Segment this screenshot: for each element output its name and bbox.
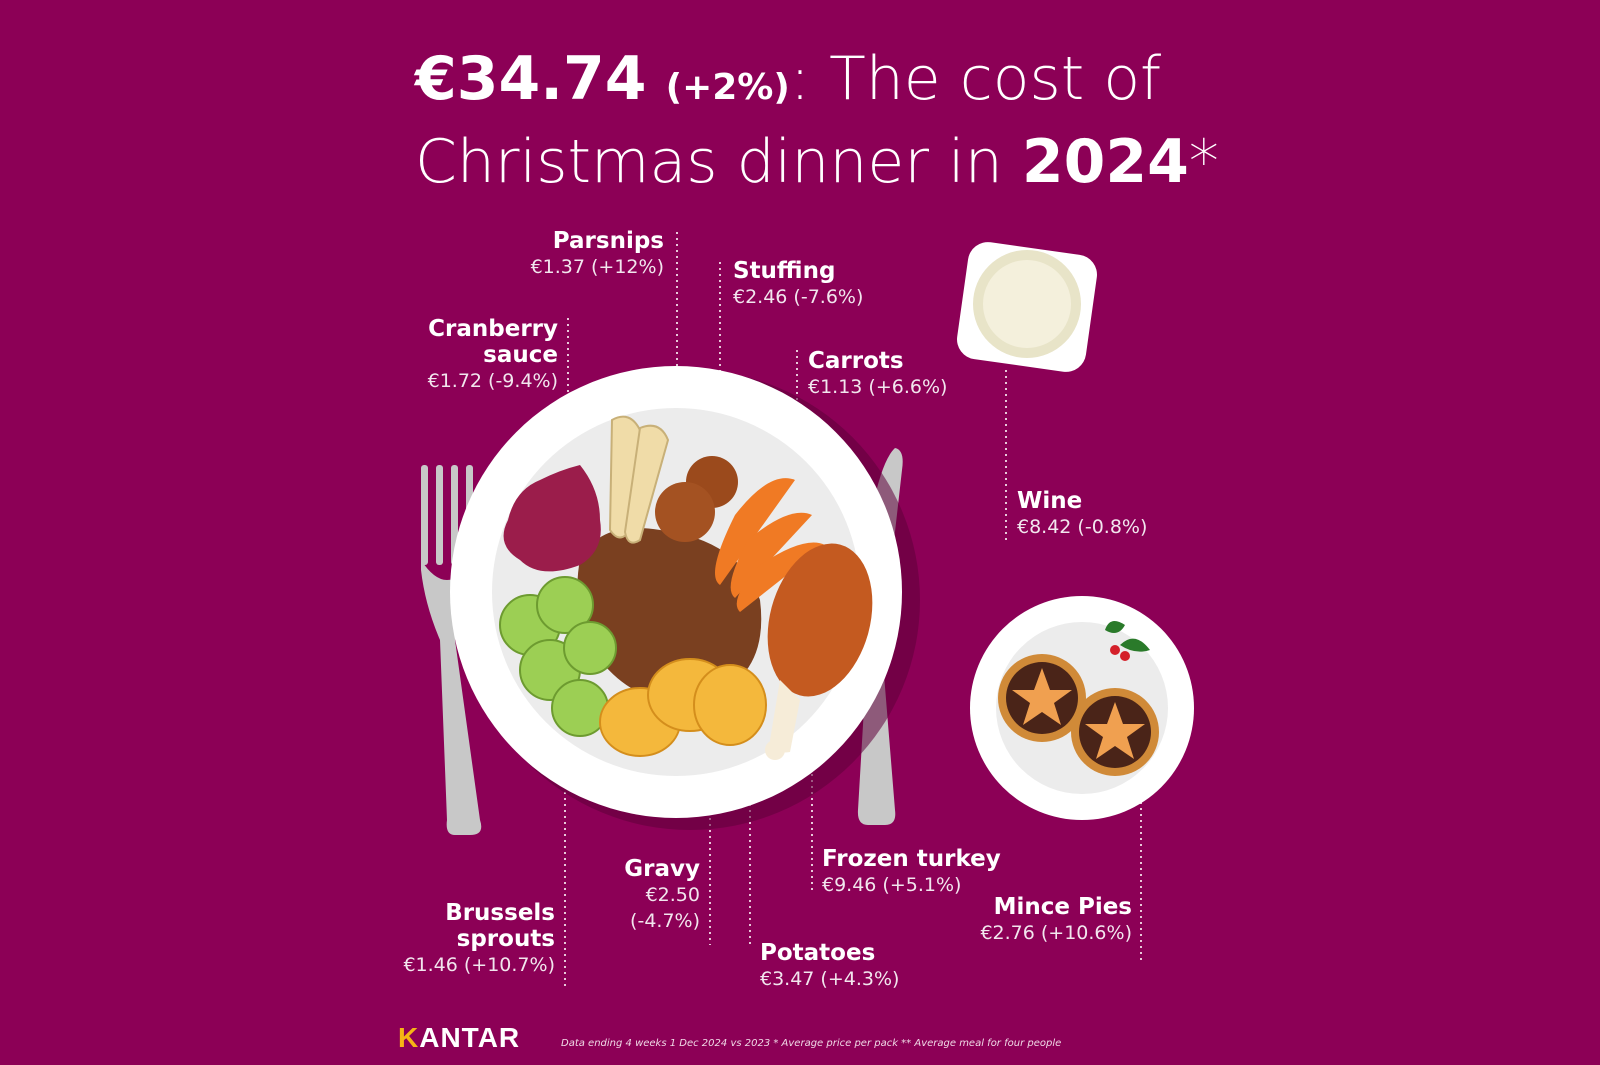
frozen-turkey-value: €9.46 (+5.1%) xyxy=(822,874,962,896)
label-carrots: Carrots €1.13 (+6.6%) xyxy=(808,348,1008,400)
wine-name: Wine xyxy=(1017,488,1083,514)
label-potatoes: Potatoes €3.47 (+4.3%) xyxy=(760,940,960,992)
logo-rest: ANTAR xyxy=(419,1022,521,1053)
title-colon: : The cost of xyxy=(789,44,1162,114)
label-cranberry-sauce: Cranberry sauce €1.72 (-9.4%) xyxy=(390,316,558,394)
parsnips-name: Parsnips xyxy=(552,228,664,254)
logo-k: K xyxy=(398,1022,420,1053)
potatoes-icon xyxy=(599,658,767,757)
carrots-name: Carrots xyxy=(808,348,904,374)
stuffing-icon xyxy=(655,456,738,542)
title-amount: €34.74 xyxy=(415,44,647,114)
label-wine: Wine €8.42 (-0.8%) xyxy=(1017,488,1217,540)
label-brussels-sprouts: Brussels sprouts €1.46 (+10.7%) xyxy=(380,900,555,978)
label-parsnips: Parsnips €1.37 (+12%) xyxy=(500,228,664,280)
frozen-turkey-icon xyxy=(765,543,873,760)
title-asterisk: * xyxy=(1188,127,1219,197)
title-year: 2024 xyxy=(1021,127,1189,197)
brussels-sprouts-icon xyxy=(499,576,617,737)
carrots-value: €1.13 (+6.6%) xyxy=(808,376,948,398)
potatoes-value: €3.47 (+4.3%) xyxy=(760,968,900,990)
frozen-turkey-name: Frozen turkey xyxy=(822,846,1001,872)
cranberry-sauce-icon xyxy=(503,465,601,572)
cranberry-value: €1.72 (-9.4%) xyxy=(427,370,558,392)
brussels-name-1: Brussels xyxy=(445,900,555,926)
fork-icon xyxy=(421,465,482,835)
parsnips-icon xyxy=(608,415,670,544)
gravy-value-2: (-4.7%) xyxy=(630,910,700,932)
title-change: (+2%) xyxy=(665,67,790,108)
potatoes-name: Potatoes xyxy=(760,940,876,966)
mince-pies-value: €2.76 (+10.6%) xyxy=(980,922,1132,944)
brussels-value: €1.46 (+10.7%) xyxy=(403,954,555,976)
gravy-value-1: €2.50 xyxy=(645,884,700,906)
stuffing-value: €2.46 (-7.6%) xyxy=(733,286,864,308)
parsnips-value: €1.37 (+12%) xyxy=(530,256,664,278)
mince-pies-name: Mince Pies xyxy=(993,894,1132,920)
label-frozen-turkey: Frozen turkey €9.46 (+5.1%) xyxy=(822,846,1042,898)
cranberry-name-1: Cranberry xyxy=(428,316,558,342)
cranberry-name-2: sauce xyxy=(483,342,558,368)
title-line2: Christmas dinner in xyxy=(415,127,1022,197)
mince-pies-icon xyxy=(970,596,1194,820)
label-gravy: Gravy €2.50 (-4.7%) xyxy=(580,856,700,934)
wine-value: €8.42 (-0.8%) xyxy=(1017,516,1148,538)
kantar-logo: KANTAR xyxy=(398,1022,520,1054)
label-mince-pies: Mince Pies €2.76 (+10.6%) xyxy=(960,894,1132,946)
label-stuffing: Stuffing €2.46 (-7.6%) xyxy=(733,258,933,310)
stuffing-name: Stuffing xyxy=(733,258,836,284)
footnote: Data ending 4 weeks 1 Dec 2024 vs 2023 *… xyxy=(561,1038,1062,1049)
gravy-name: Gravy xyxy=(624,856,700,882)
page-title: €34.74 (+2%): The cost of Christmas dinn… xyxy=(415,42,1315,199)
brussels-name-2: sprouts xyxy=(456,926,555,952)
wine-icon xyxy=(957,242,1097,372)
